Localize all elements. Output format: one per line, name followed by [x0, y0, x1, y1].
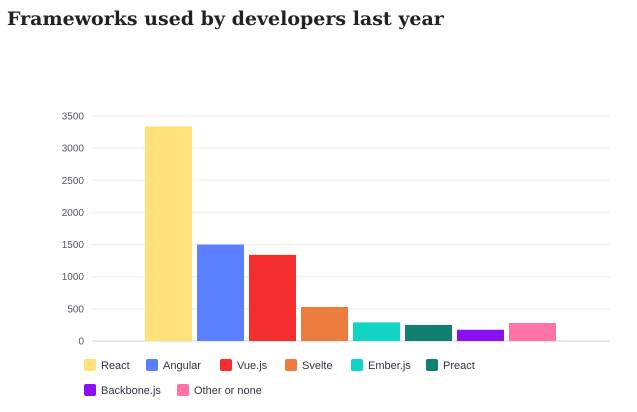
legend-swatch	[351, 359, 363, 371]
y-tick-label: 3500	[62, 112, 85, 123]
legend-label: Preact	[443, 360, 475, 372]
legend-swatch	[146, 359, 158, 371]
bar-svelte	[301, 306, 348, 341]
legend-swatch	[84, 359, 96, 371]
y-tick-label: 2000	[62, 208, 85, 219]
legend-label: Backbone.js	[101, 385, 161, 397]
legend-swatch	[220, 359, 232, 371]
bar-preact	[405, 324, 452, 341]
bar-ember-js	[353, 322, 400, 341]
bar-react	[145, 126, 192, 342]
legend-label: Svelte	[302, 360, 333, 372]
y-tick-label: 2500	[62, 176, 85, 187]
legend-swatch	[426, 359, 438, 371]
bar-backbone-js	[457, 329, 504, 341]
legend-label: Ember.js	[368, 360, 411, 372]
legend-swatch	[84, 384, 96, 396]
legend-swatch	[177, 384, 189, 396]
chart-title: Frameworks used by developers last year	[7, 8, 444, 30]
legend-label: Vue.js	[237, 360, 268, 372]
legend-label: Angular	[163, 360, 201, 372]
y-tick-label: 0	[78, 337, 84, 348]
y-tick-label: 500	[67, 304, 84, 315]
legend-label: Other or none	[194, 385, 262, 397]
y-tick-label: 3000	[62, 144, 85, 155]
y-tick-label: 1500	[62, 240, 85, 251]
bar-other-or-none	[509, 323, 556, 341]
legend-swatch	[285, 359, 297, 371]
legend-label: React	[101, 360, 130, 372]
bar-vue-js	[249, 254, 296, 341]
y-tick-label: 1000	[62, 272, 85, 283]
bar-angular	[197, 244, 244, 341]
